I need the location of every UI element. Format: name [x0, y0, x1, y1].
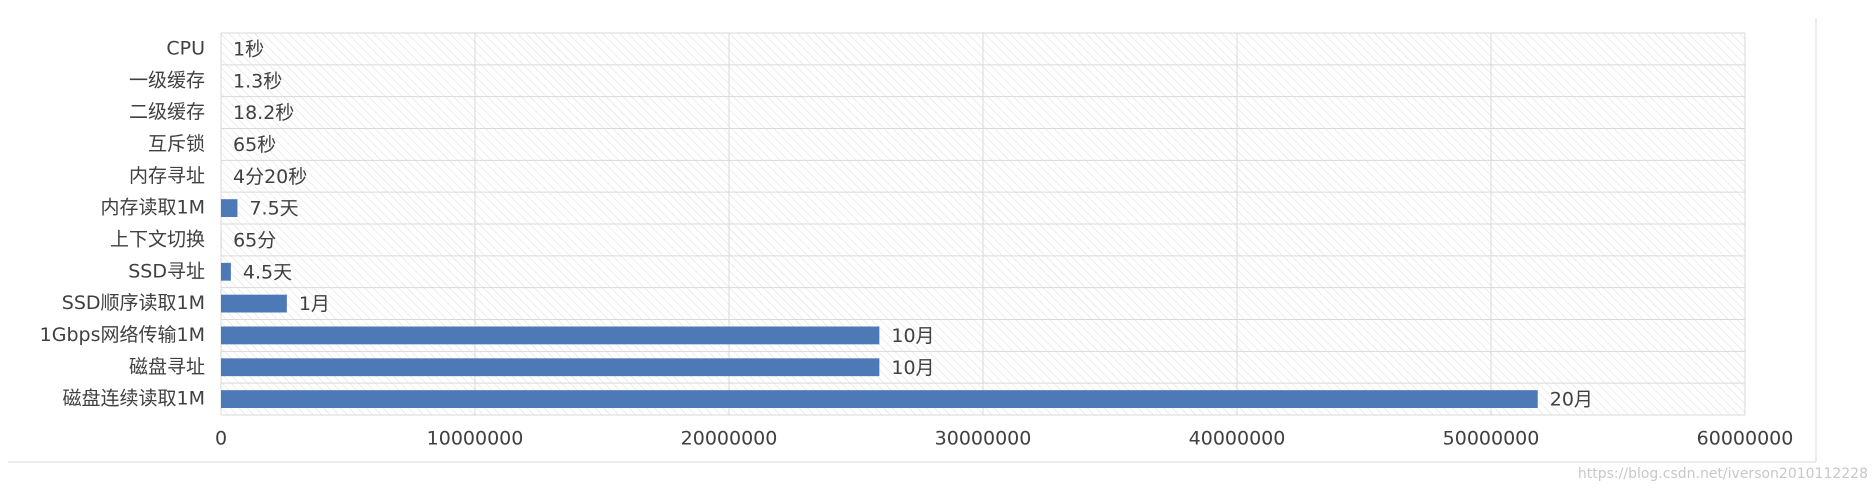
value-label: 4分20秒 — [233, 166, 307, 188]
value-label: 65秒 — [233, 134, 276, 156]
y-tick-label: 一级缓存 — [129, 69, 205, 91]
value-label: 1.3秒 — [233, 70, 282, 92]
x-tick-label: 30000000 — [935, 428, 1032, 450]
y-tick-label: 上下文切换 — [110, 228, 205, 250]
bar — [221, 262, 231, 281]
value-label: 18.2秒 — [233, 102, 294, 124]
value-label: 4.5天 — [243, 261, 292, 283]
value-label: 7.5天 — [249, 198, 298, 220]
y-tick-label: 内存寻址 — [129, 165, 205, 187]
y-tick-label: 互斥锁 — [148, 133, 205, 155]
y-tick-label: SSD寻址 — [128, 260, 205, 282]
bar — [221, 199, 238, 217]
bar — [221, 390, 1538, 408]
x-tick-label: 0 — [215, 428, 227, 450]
watermark: https://blog.csdn.net/iverson2010112228 — [1578, 466, 1868, 482]
x-tick-label: 50000000 — [1443, 428, 1540, 450]
value-label: 65分 — [233, 229, 276, 251]
value-label: 1秒 — [233, 38, 264, 60]
y-tick-label: CPU — [166, 37, 205, 59]
y-tick-label: 1Gbps网络传输1M — [40, 324, 205, 346]
value-label: 10月 — [891, 325, 934, 347]
value-label: 10月 — [891, 357, 934, 379]
bar — [221, 294, 287, 313]
x-tick-label: 60000000 — [1697, 428, 1794, 450]
y-tick-label: 磁盘寻址 — [129, 356, 205, 378]
x-tick-label: 40000000 — [1189, 428, 1286, 450]
value-label: 20月 — [1550, 389, 1593, 411]
y-tick-label: 内存读取1M — [101, 197, 205, 219]
y-tick-label: 磁盘连续读取1M — [63, 388, 205, 410]
x-tick-label: 10000000 — [427, 428, 524, 450]
y-tick-label: 二级缓存 — [129, 101, 205, 123]
x-tick-label: 20000000 — [681, 428, 778, 450]
y-tick-label: SSD顺序读取1M — [62, 292, 205, 314]
value-label: 1月 — [299, 293, 330, 315]
bar — [221, 358, 880, 377]
bar — [221, 326, 880, 345]
